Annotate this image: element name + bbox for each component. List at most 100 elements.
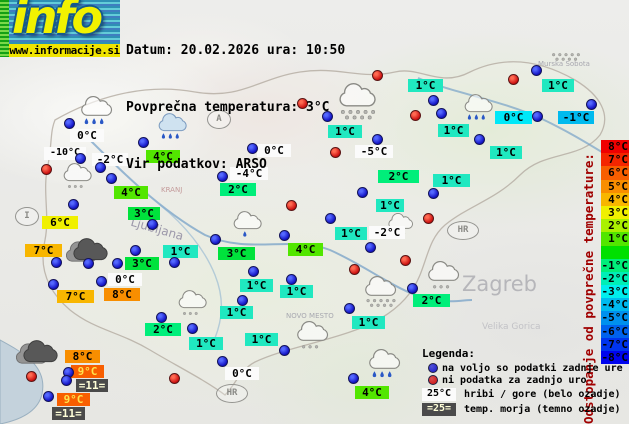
cloud-rain-icon (78, 96, 116, 134)
mountain-temp-label: 0°C (70, 129, 104, 142)
scale-cell: 8°C (601, 140, 629, 154)
cloud-dark-icon (65, 238, 108, 280)
station-dot-available (364, 241, 376, 253)
temp-label: 8°C (65, 350, 100, 363)
scale-cell: -4°C (601, 298, 629, 312)
scale-cell: 5°C (601, 179, 629, 193)
scale-cell: -3°C (601, 285, 629, 299)
temp-label: 1°C (328, 125, 362, 138)
temp-label: 3°C (128, 207, 160, 220)
legend-row-text: temp. morja (temno ozadje) (464, 404, 621, 415)
station-dot-no-data (348, 263, 360, 275)
station-dot-available (321, 110, 333, 122)
temp-label: 3°C (125, 257, 159, 270)
station-dot-available (247, 265, 259, 277)
scale-cell: 1°C (601, 232, 629, 246)
station-dot-available (60, 374, 72, 386)
cloud-snow2-icon (548, 50, 584, 87)
header-avg-temp-line: Povprečna temperatura: 3°C (126, 100, 330, 115)
temp-label: 1°C (490, 146, 522, 159)
temp-label: 8°C (104, 288, 140, 301)
station-dot-available (216, 170, 228, 182)
legend-row-text: hribi / gore (belo ozadje) (464, 389, 621, 400)
deviation-color-scale: 8°C 7°C 6°C 5°C 4°C 3°C 2°C 1°C -1°C -2°C -3°C -4°C… (601, 140, 629, 365)
mountain-temp-label: 0°C (225, 367, 259, 380)
scale-cell: -6°C (601, 324, 629, 338)
mountain-temp-label: -4°C (230, 167, 268, 180)
station-dot-no-data (399, 254, 411, 266)
temp-label: 2°C (413, 294, 450, 307)
legend-title: Legenda: (422, 347, 475, 360)
station-dot-available (356, 186, 368, 198)
city-label: Velika Gorica (482, 322, 541, 332)
station-dot-no-data (507, 73, 519, 85)
station-dot-available (278, 344, 290, 356)
station-dot-available (347, 372, 359, 384)
station-dot-available (236, 294, 248, 306)
scale-cell (601, 245, 629, 259)
temp-label: 1°C (220, 306, 253, 319)
station-dot-available (435, 107, 447, 119)
logo-site-url[interactable]: www.informacije.si (9, 44, 120, 57)
temp-label: 7°C (25, 244, 62, 257)
station-dot-no-data (422, 212, 434, 224)
temp-label: 2°C (220, 183, 256, 196)
logo[interactable]: info www.informacije.si (0, 0, 120, 57)
cloud-rain-icon (462, 94, 496, 129)
mountain-temp-label: -5°C (355, 145, 393, 158)
station-dot-available (168, 256, 180, 268)
station-dot-available (94, 161, 106, 173)
station-dot-available (585, 98, 597, 110)
cloud-snow-icon (425, 261, 463, 299)
mountain-temp-label: 0°C (257, 144, 291, 157)
scale-cell: -5°C (601, 311, 629, 325)
temp-label: 1°C (189, 337, 223, 350)
temp-label: 1°C (335, 227, 367, 240)
station-dot-no-data (285, 199, 297, 211)
city-label: Murska Sobota (538, 60, 590, 68)
station-dot-available (186, 322, 198, 334)
scale-cell: -8°C (601, 351, 629, 365)
temp-label: 4°C (146, 150, 180, 163)
legend-sample-box: =25= (422, 403, 456, 416)
station-dot-available (146, 218, 158, 230)
temp-label: 4°C (288, 243, 323, 256)
city-label: Zagreb (462, 272, 538, 296)
station-dot-available (63, 117, 75, 129)
sea-temp-label: =11= (76, 379, 108, 392)
temp-label: 1°C (433, 174, 470, 187)
temp-label: 9°C (57, 393, 90, 406)
logo-green-bar (0, 0, 9, 57)
station-dot-available (324, 212, 336, 224)
station-dot-available (371, 133, 383, 145)
header-source-line: Vir podatkov: ARSO (126, 157, 267, 172)
temp-label: 6°C (42, 216, 78, 229)
station-dot-available (47, 278, 59, 290)
scale-cell: -2°C (601, 271, 629, 286)
scale-cell: 2°C (601, 219, 629, 233)
temp-label: 1°C (408, 79, 443, 92)
country-sign: A (207, 109, 231, 129)
scale-cell: 4°C (601, 192, 629, 206)
station-dot-no-data (409, 109, 421, 121)
temp-label: 4°C (114, 186, 148, 199)
temp-label: 9°C (71, 365, 104, 378)
cloud-rain-icon (366, 349, 404, 387)
station-dot-available (530, 64, 542, 76)
cloud-rain-icon (156, 113, 190, 148)
station-dot-available (427, 94, 439, 106)
country-sign: HR (216, 383, 248, 403)
cloud-snow-icon (61, 163, 95, 198)
temp-label: 1°C (438, 124, 469, 137)
station-dot-available (406, 282, 418, 294)
temp-label: 4°C (355, 386, 389, 399)
legend-row-text: na voljo so podatki zadnje ure (442, 363, 623, 374)
cloud-drop-icon (231, 211, 265, 246)
scale-cell: 7°C (601, 153, 629, 167)
station-dot-available (129, 244, 141, 256)
temp-label: 1°C (245, 333, 278, 346)
mountain-temp-label: -2°C (369, 226, 405, 239)
legend-available-dot (428, 363, 438, 373)
scale-cell: -7°C (601, 337, 629, 351)
city-label: NOVO MESTO (286, 312, 334, 320)
